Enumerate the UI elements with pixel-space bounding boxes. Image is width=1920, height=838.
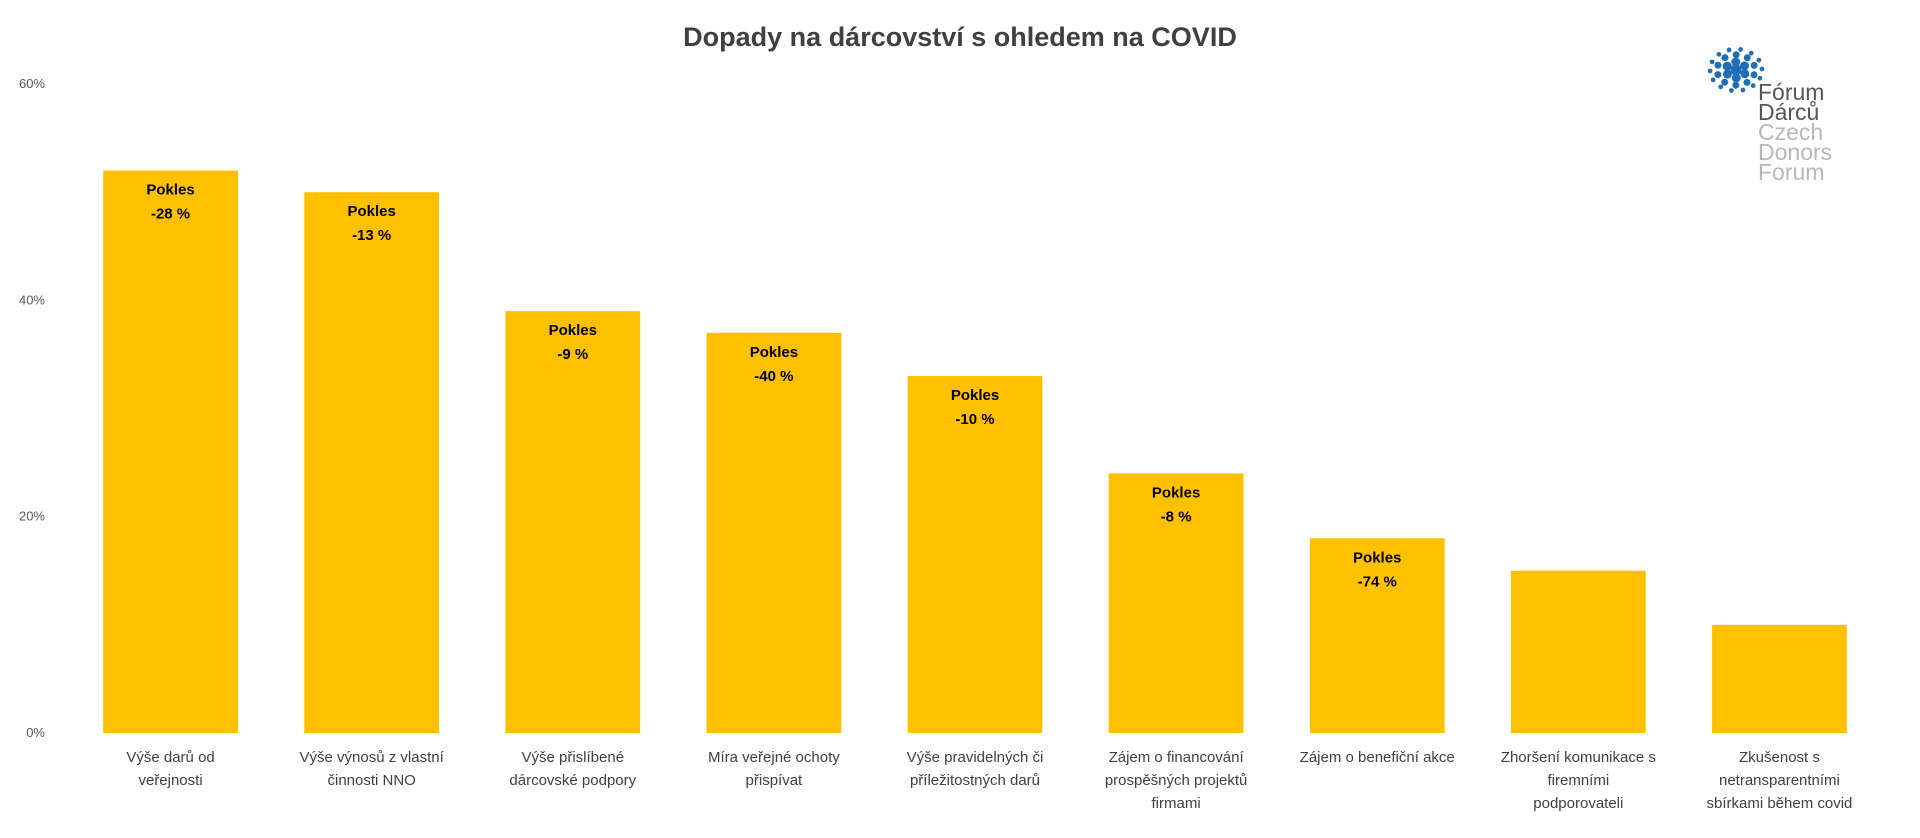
logo-dot: [1748, 50, 1754, 56]
logo-dot: [1732, 51, 1740, 59]
category-label: přispívat: [746, 772, 804, 789]
logo-dot: [1722, 61, 1732, 71]
logo-dot: [1730, 64, 1742, 76]
data-label: Pokles: [549, 322, 597, 339]
bar: [505, 311, 641, 733]
logo-dot: [1750, 71, 1758, 79]
logo-dot: [1722, 69, 1732, 79]
category-label: Zájem o financování: [1109, 749, 1245, 766]
category-label: Míra veřejné ochoty: [708, 749, 840, 766]
logo-dot: [1716, 51, 1722, 57]
data-label: Pokles: [146, 182, 194, 199]
category-label: Výše přislíbené: [521, 749, 624, 766]
category-label: Zhoršení komunikace s: [1501, 749, 1656, 766]
logo-text-line: Czech: [1758, 119, 1824, 145]
logo-dot: [1759, 66, 1765, 72]
logo-dot: [1740, 69, 1750, 79]
logo-dot: [1728, 88, 1734, 93]
logo-dot: [1732, 81, 1740, 89]
logo-dot: [1710, 77, 1716, 83]
logo-dot: [1740, 87, 1746, 93]
logo-dot: [1756, 57, 1762, 63]
data-label: -13 %: [352, 227, 391, 244]
chart-title: Dopady na dárcovství s ohledem na COVID: [683, 22, 1237, 52]
logo-text-line: Donors: [1758, 139, 1833, 165]
logo-dot: [1743, 54, 1751, 62]
logo-dot: [1714, 61, 1722, 69]
bar: [907, 376, 1043, 733]
y-tick-label: 40%: [19, 292, 45, 307]
bar: [304, 192, 440, 733]
logo-dot: [1707, 68, 1713, 74]
logo-dot: [1738, 47, 1744, 52]
bar: [1309, 538, 1445, 733]
logo-dot: [1714, 71, 1722, 79]
category-label: dárcovské podpory: [509, 772, 636, 789]
category-label: činnosti NNO: [327, 772, 415, 789]
logo-dot: [1721, 54, 1729, 62]
data-label: Pokles: [1152, 484, 1200, 501]
data-label: -9 %: [557, 346, 588, 363]
category-label: firemními: [1547, 772, 1609, 789]
category-label: Výše darů od: [126, 749, 214, 766]
logo-dot: [1731, 73, 1741, 83]
logo-dot: [1743, 78, 1751, 86]
bar: [103, 170, 238, 734]
data-label: -28 %: [151, 206, 190, 223]
data-label: Pokles: [951, 387, 999, 404]
logo-text-line: Forum: [1758, 159, 1825, 185]
logo-dot: [1750, 61, 1758, 69]
data-label: -8 %: [1161, 508, 1192, 525]
logo-dot: [1750, 83, 1756, 89]
category-label: Výše pravidelných či: [907, 749, 1044, 766]
y-tick-label: 20%: [19, 509, 45, 524]
logo-dot: [1721, 78, 1729, 86]
category-label: firmami: [1152, 795, 1201, 812]
category-label: Zkušenost s: [1739, 749, 1820, 766]
data-label: -40 %: [754, 368, 793, 385]
category-label: veřejnosti: [138, 772, 202, 789]
category-label: Zájem o benefiční akce: [1300, 749, 1455, 766]
logo-dot: [1740, 61, 1750, 71]
data-label: -10 %: [955, 411, 994, 428]
logo-dot: [1709, 59, 1715, 65]
category-label: netransparentními: [1719, 772, 1840, 789]
logo-dot: [1757, 75, 1763, 81]
category-label: příležitostných darů: [910, 772, 1040, 789]
data-label: Pokles: [750, 344, 798, 361]
y-tick-label: 0%: [26, 725, 45, 740]
data-label: -74 %: [1358, 573, 1397, 590]
logo-dot: [1718, 84, 1724, 90]
category-label: prospěšných projektů: [1105, 772, 1248, 789]
globe-dots-icon: [1707, 47, 1765, 93]
data-label: Pokles: [1353, 549, 1401, 566]
bar: [1108, 473, 1244, 733]
bar: [1510, 570, 1646, 733]
category-label: sbírkami během covid: [1706, 795, 1852, 812]
logo-text-line: Dárců: [1758, 99, 1820, 125]
category-label: Výše výnosů z vlastní: [300, 749, 445, 766]
bar: [1712, 624, 1847, 733]
y-tick-label: 60%: [19, 76, 45, 91]
data-label: Pokles: [347, 203, 395, 220]
category-label: podporovateli: [1533, 795, 1623, 812]
logo-dot: [1731, 57, 1741, 67]
logo-text-line: Fórum: [1758, 79, 1825, 105]
forum-darcu-logo: [1704, 40, 1904, 200]
bar: [706, 332, 842, 733]
logo-dot: [1726, 47, 1732, 53]
